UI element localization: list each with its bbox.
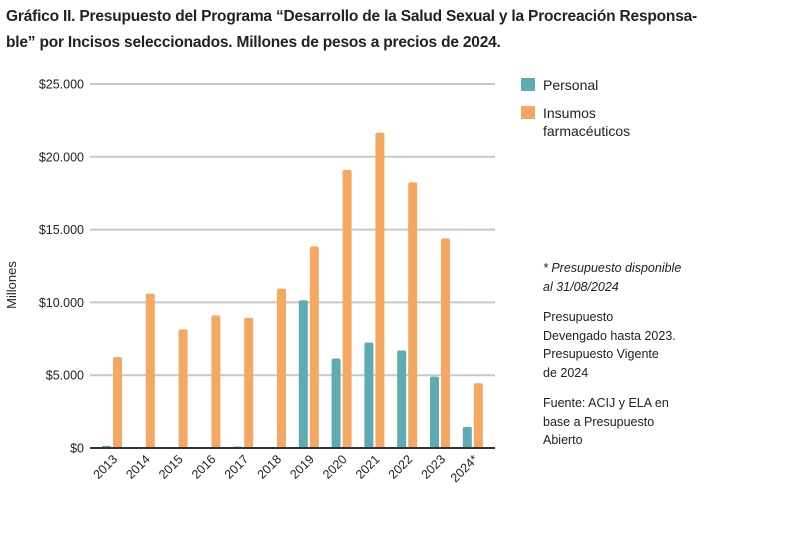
x-tick-label: 2015 bbox=[156, 452, 186, 482]
x-tick-label: 2013 bbox=[91, 452, 121, 482]
bar-insumos-2017 bbox=[244, 317, 254, 448]
legend-item-insumos: Insumos farmacéuticos bbox=[521, 104, 630, 140]
legend-item-personal: Personal bbox=[521, 76, 630, 94]
x-tick-label: 2024* bbox=[448, 452, 481, 485]
bar-personal-2022 bbox=[397, 350, 407, 448]
legend-label-insumos: Insumos farmacéuticos bbox=[543, 105, 631, 139]
y-tick-label: $15.000 bbox=[39, 223, 84, 237]
bar-insumos-2021 bbox=[375, 132, 385, 448]
y-tick-label: $10.000 bbox=[39, 296, 84, 310]
chart-title-line-1: Gráfico II. Presupuesto del Programa “De… bbox=[6, 8, 697, 25]
bar-insumos-2023 bbox=[441, 238, 450, 448]
footnote: * Presupuesto disponible al 31/08/2024 bbox=[543, 261, 682, 294]
bar-personal-2021 bbox=[364, 342, 374, 448]
y-tick-label: $0 bbox=[70, 442, 84, 456]
y-tick-label: $5.000 bbox=[46, 369, 84, 383]
bar-personal-2024 bbox=[462, 426, 472, 448]
chart-title-line-2: ble” por Incisos seleccionados. Millones… bbox=[6, 34, 501, 51]
bar-personal-2019 bbox=[298, 300, 308, 448]
chart-title: Gráfico II. Presupuesto del Programa “De… bbox=[6, 4, 796, 56]
bar-insumos-2014 bbox=[145, 293, 155, 448]
bar-insumos-2013 bbox=[113, 357, 122, 448]
bar-insumos-2015 bbox=[178, 329, 188, 448]
x-tick-label: 2018 bbox=[255, 452, 285, 482]
y-tick-label: $25.000 bbox=[39, 78, 84, 92]
bar-insumos-2019 bbox=[309, 246, 319, 448]
legend-swatch-personal bbox=[521, 78, 535, 91]
x-tick-label: 2016 bbox=[189, 452, 219, 482]
chart-notes: * Presupuesto disponible al 31/08/2024 P… bbox=[543, 259, 723, 462]
legend: Personal Insumos farmacéuticos bbox=[521, 76, 630, 150]
budget-description: Presupuesto Devengado hasta 2023. Presup… bbox=[543, 310, 676, 380]
bar-insumos-2024 bbox=[473, 383, 483, 448]
bar-insumos-2016 bbox=[211, 315, 221, 448]
legend-label-personal: Personal bbox=[543, 77, 599, 93]
bar-personal-2020 bbox=[331, 358, 341, 448]
x-tick-label: 2021 bbox=[353, 452, 383, 482]
bar-personal-2023 bbox=[430, 376, 439, 448]
y-axis-label: Millones bbox=[4, 261, 19, 309]
x-tick-label: 2022 bbox=[386, 452, 416, 482]
y-axis-ticks: $0 $5.000 $10.000 $15.000 $20.000 $25.000 bbox=[39, 78, 84, 456]
bars bbox=[102, 132, 483, 449]
x-tick-label: 2019 bbox=[287, 452, 317, 482]
gridlines bbox=[90, 83, 495, 377]
bar-insumos-2018 bbox=[277, 288, 286, 448]
x-tick-label: 2014 bbox=[123, 452, 153, 482]
bar-insumos-2022 bbox=[408, 182, 418, 448]
x-tick-label: 2023 bbox=[419, 452, 449, 482]
bar-insumos-2020 bbox=[342, 169, 352, 449]
x-axis-ticks: 2013 2014 2015 2016 2017 2018 2019 2020 2021 2022… bbox=[91, 452, 481, 485]
y-tick-label: $20.000 bbox=[39, 150, 84, 164]
x-tick-label: 2020 bbox=[320, 452, 350, 482]
source-note: Fuente: ACIJ y ELA en base a Presupuesto… bbox=[543, 396, 669, 447]
x-tick-label: 2017 bbox=[222, 452, 252, 482]
legend-swatch-insumos bbox=[521, 106, 535, 119]
